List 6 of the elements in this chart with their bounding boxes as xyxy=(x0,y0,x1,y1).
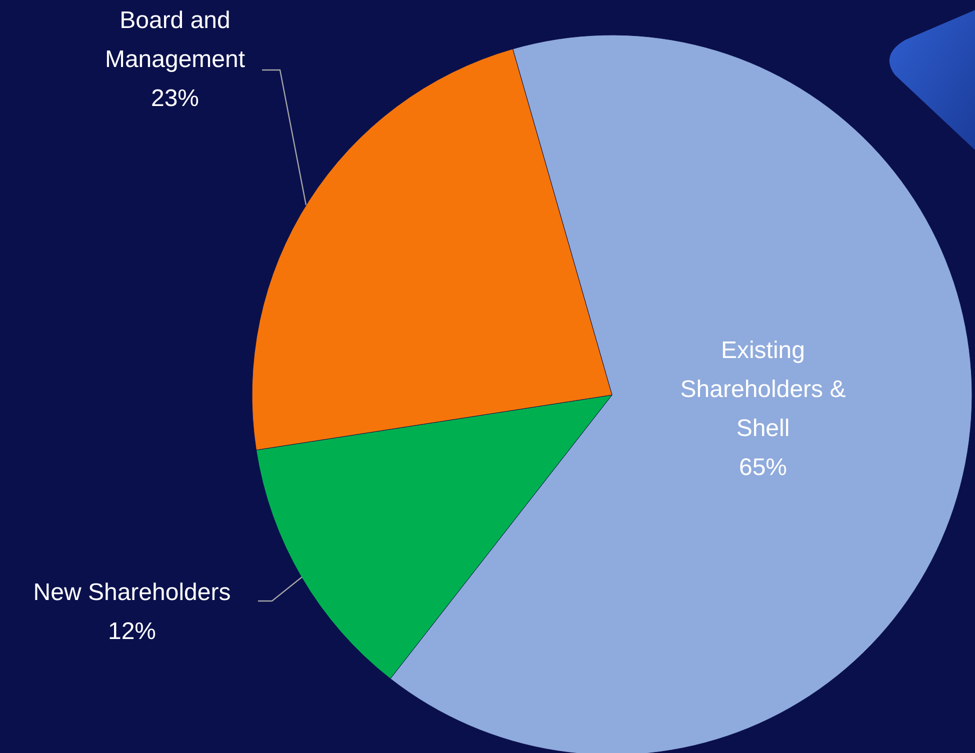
slice-label: New Shareholders xyxy=(33,579,231,606)
data-label: 12% xyxy=(108,618,156,645)
data-label: 23% xyxy=(150,85,200,112)
data-label: 65% xyxy=(738,454,788,481)
slice-label: Existing Shareholders & Shell xyxy=(680,337,846,442)
slice-label: Board and Management xyxy=(104,7,246,73)
